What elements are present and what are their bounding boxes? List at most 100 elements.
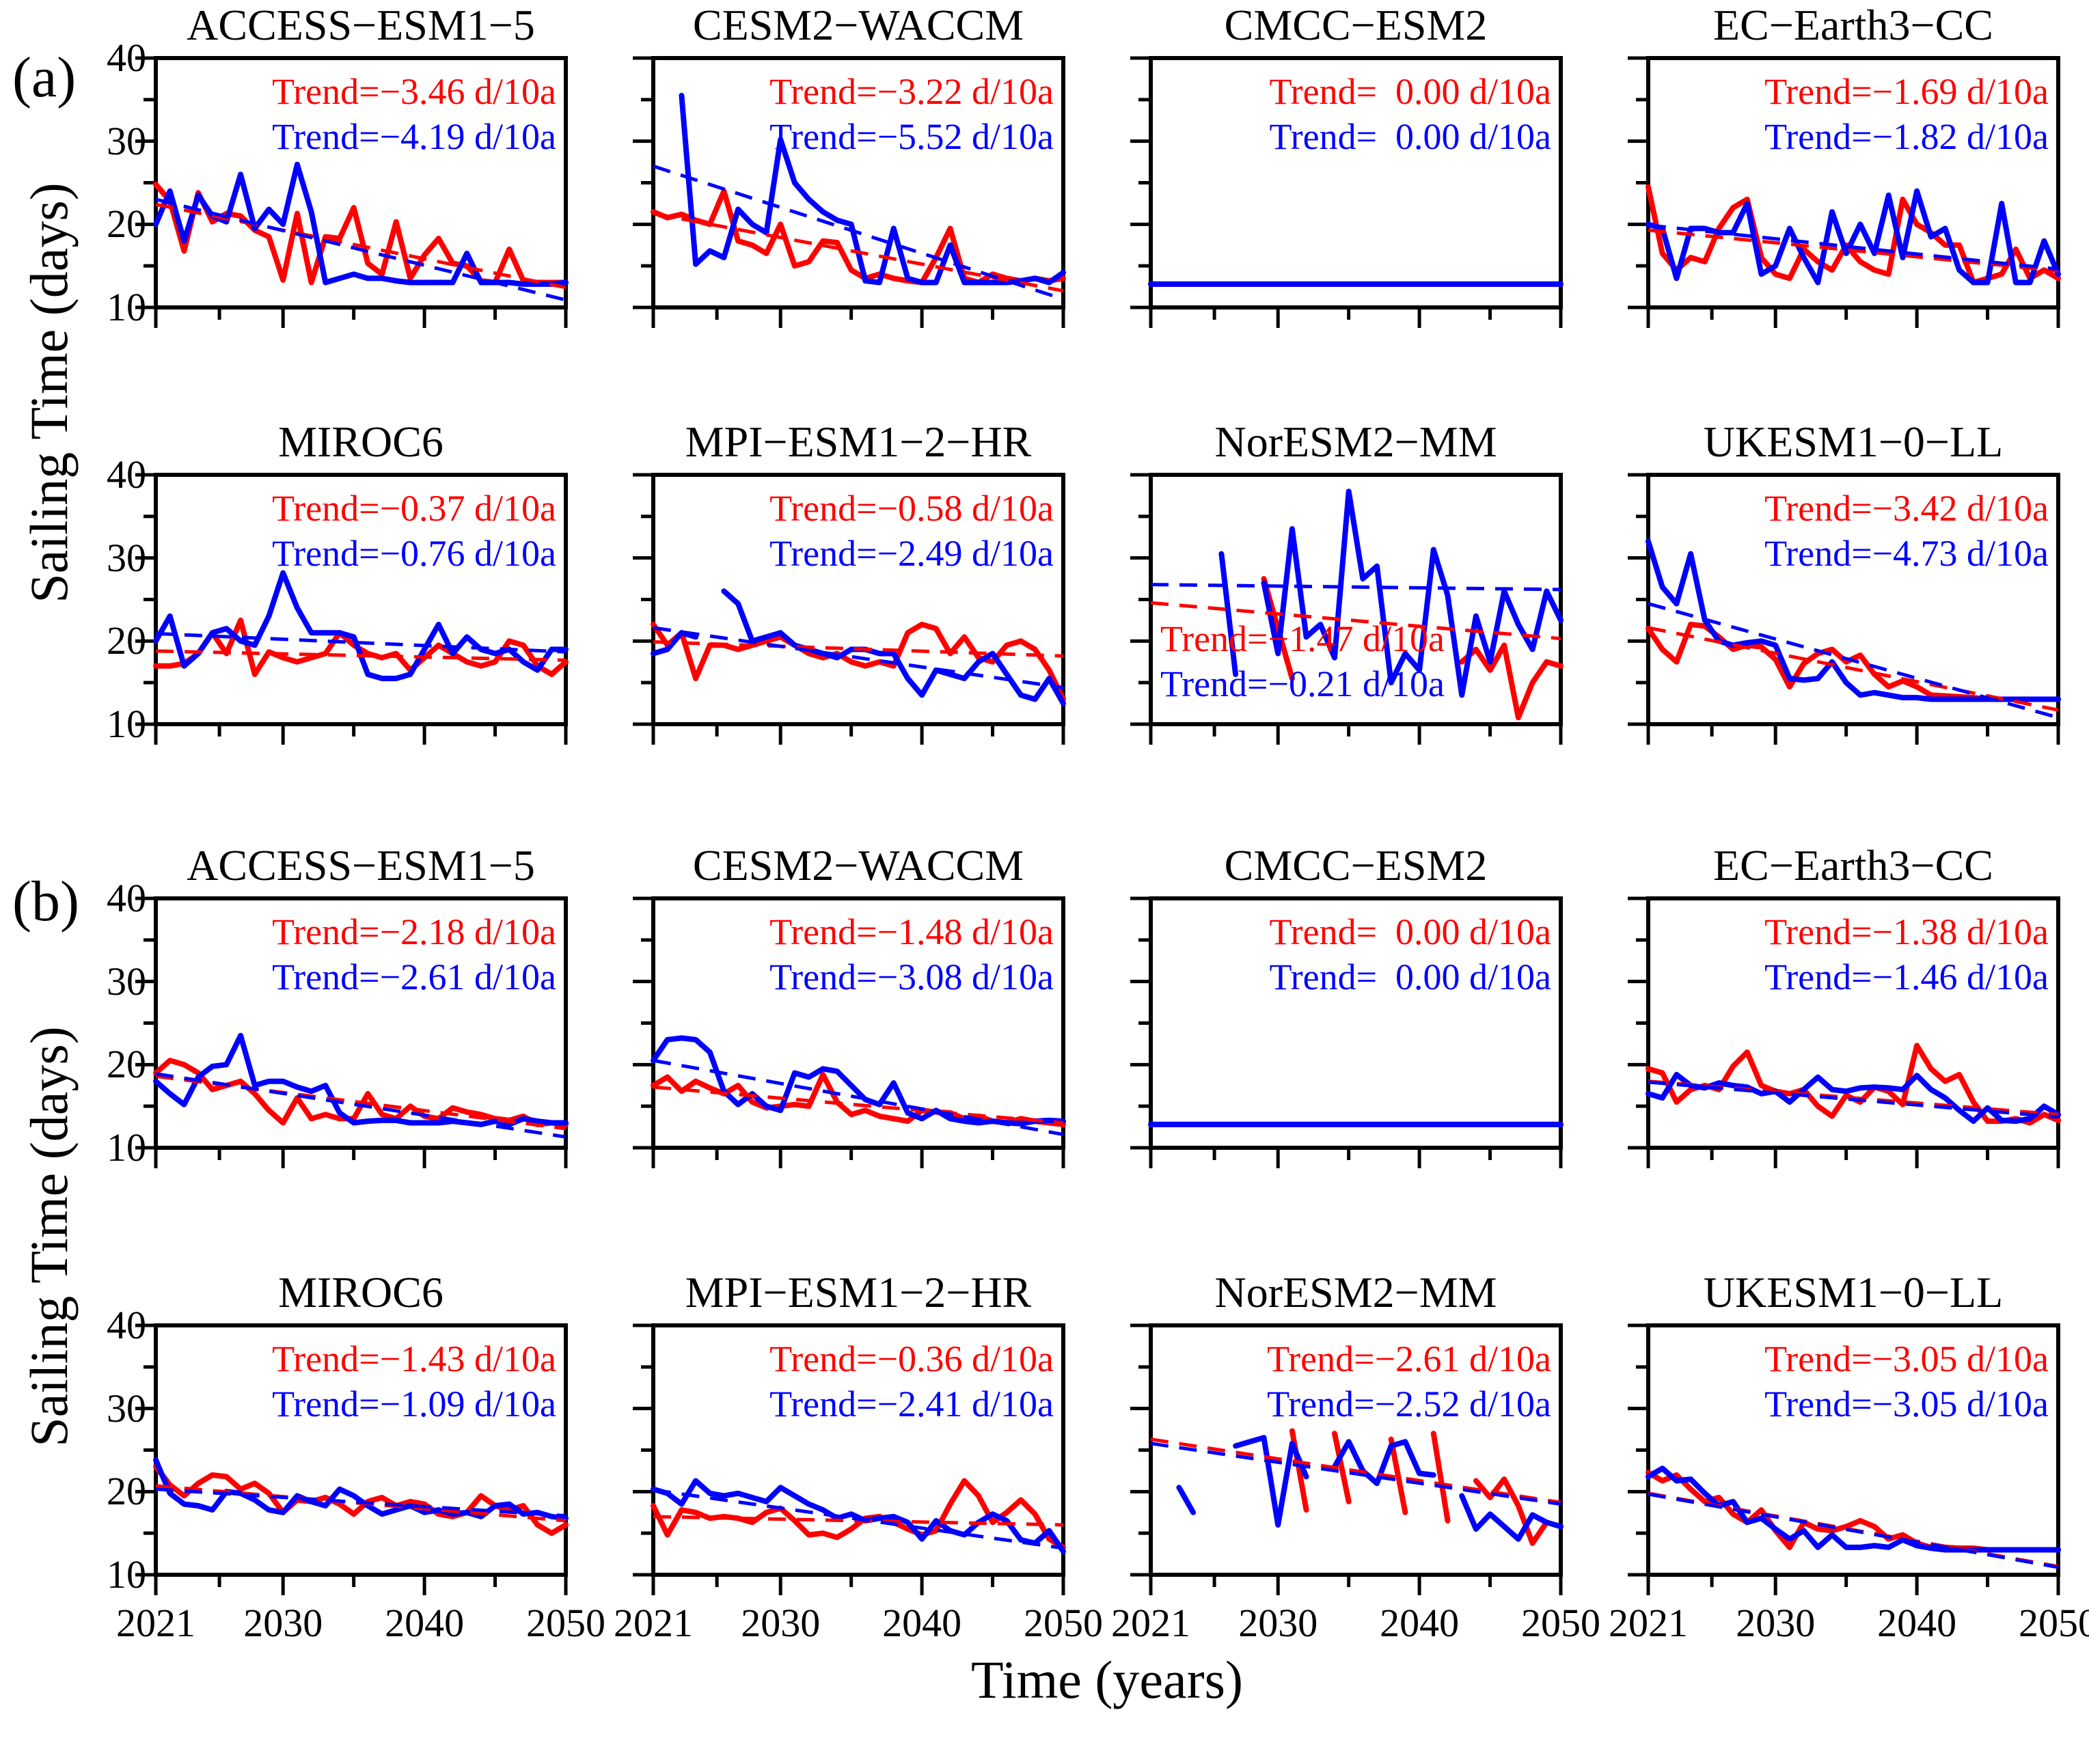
y-tick-label-20: 20 [107,618,146,663]
red-series-line [153,1058,569,1127]
blue-trend-line [1648,1080,2059,1119]
plot-panel-a-ec-earth3-cc [1628,56,2061,328]
blue-trend-line [155,197,566,302]
trend-red-label-panel-a-ec-earth3-cc: Trend=−1.69 d/10a [1764,71,2049,112]
x-tick-label-2050: 2050 [1024,1601,1103,1645]
red-series-line [651,188,1066,286]
red-trend-line [155,202,566,290]
trend-red-label-panel-b-ec-earth3-cc: Trend=−1.38 d/10a [1764,911,2049,952]
trend-blue-label-panel-b-access-esm1-5: Trend=−2.61 d/10a [272,956,556,997]
axis-ticks [135,473,568,745]
trend-blue-label-panel-a-access-esm1-5: Trend=−4.19 d/10a [272,116,556,157]
x-tick-label-2021: 2021 [1609,1601,1688,1645]
x-axis-label: Time (years) [971,1650,1243,1709]
subplot-title-panel-b-access-esm1-5: ACCESS−ESM1−5 [187,841,535,890]
blue-trend-line [1648,602,2059,719]
plot-panel-b-cmcc-esm2 [1130,896,1564,1168]
axis-ticks [1130,56,1563,328]
blue-series-line [1646,1465,2061,1553]
y-tick-label-10: 10 [107,1125,146,1170]
blue-series-line [651,588,1066,706]
trend-red-label-panel-a-cmcc-esm2: Trend= 0.00 d/10a [1269,71,1551,112]
plot-panel-a-mpi-esm1-2-hr [633,473,1066,745]
trend-red-label-panel-b-noresm2-mm: Trend=−2.61 d/10a [1267,1338,1551,1379]
axis-ticks [633,896,1065,1168]
trend-red-label-panel-a-miroc6: Trend=−0.37 d/10a [272,488,556,529]
subplot-title-panel-a-cmcc-esm2: CMCC−ESM2 [1224,1,1488,49]
plot-panel-a-ukesm1-0-ll [1628,473,2061,745]
blue-trend-line [1648,1492,2059,1569]
blue-trend-line [155,1072,566,1139]
trend-blue-label-panel-a-noresm2-mm: Trend=−0.21 d/10a [1160,663,1445,704]
axis-ticks [633,1323,1065,1595]
axis-ticks [135,896,568,1168]
blue-series-line [1176,1435,1564,1542]
trend-red-label-panel-b-cmcc-esm2: Trend= 0.00 d/10a [1269,911,1551,952]
trend-red-label-panel-b-access-esm1-5: Trend=−2.18 d/10a [272,911,556,952]
trend-red-label-panel-a-cesm2-waccm: Trend=−3.22 d/10a [769,71,1054,112]
subplot-title-panel-b-ukesm1-0-ll: UKESM1−0−LL [1703,1268,2004,1317]
trend-blue-label-panel-a-mpi-esm1-2-hr: Trend=−2.49 d/10a [769,533,1054,574]
y-tick-label-10: 10 [107,702,146,746]
subplot-title-panel-a-noresm2-mm: NorESM2−MM [1214,417,1497,466]
red-trend-line [155,649,566,662]
trend-red-label-panel-b-miroc6: Trend=−1.43 d/10a [272,1338,556,1379]
subplot-title-panel-a-cesm2-waccm: CESM2−WACCM [692,1,1024,49]
trend-red-label-panel-a-mpi-esm1-2-hr: Trend=−0.58 d/10a [769,488,1054,529]
plot-panel-b-miroc6 [135,1323,569,1595]
panel-a-label: (a) [12,46,77,109]
blue-trend-line [1150,583,1561,592]
y-tick-label-30: 30 [107,959,146,1004]
blue-trend-line [653,626,1064,689]
subplot-title-panel-a-ukesm1-0-ll: UKESM1−0−LL [1703,417,2004,466]
y-tick-label-40: 40 [107,876,146,920]
plot-panel-b-ec-earth3-cc [1628,896,2061,1168]
subplot-title-panel-a-ec-earth3-cc: EC−Earth3−CC [1713,1,1993,49]
subplot-title-panel-b-mpi-esm1-2-hr: MPI−ESM1−2−HR [685,1268,1032,1317]
trend-blue-label-panel-b-noresm2-mm: Trend=−2.52 d/10a [1267,1383,1551,1424]
plot-panel-b-cesm2-waccm [633,896,1066,1168]
y-tick-label-20: 20 [107,1042,146,1087]
trend-blue-label-panel-b-mpi-esm1-2-hr: Trend=−2.41 d/10a [769,1383,1054,1424]
axis-ticks [1628,896,2060,1168]
plot-panel-b-mpi-esm1-2-hr [633,1323,1066,1595]
plot-panel-a-cmcc-esm2 [1130,56,1564,328]
trend-blue-label-panel-b-cmcc-esm2: Trend= 0.00 d/10a [1269,956,1551,997]
blue-trend-line [653,1488,1064,1550]
x-tick-label-2050: 2050 [2019,1601,2089,1645]
subplot-title-panel-a-access-esm1-5: ACCESS−ESM1−5 [187,1,535,49]
trend-red-label-panel-b-mpi-esm1-2-hr: Trend=−0.36 d/10a [769,1338,1054,1379]
plot-panel-a-noresm2-mm [1130,473,1564,745]
x-tick-label-2030: 2030 [1238,1601,1318,1645]
subplot-title-panel-a-miroc6: MIROC6 [278,417,443,466]
y-tick-label-40: 40 [107,36,146,80]
blue-trend-line [155,631,566,654]
y-tick-label-20: 20 [107,202,146,247]
red-series-line [153,617,569,677]
y-tick-label-20: 20 [107,1469,146,1514]
red-series-line [651,1478,1066,1550]
trend-blue-label-panel-a-ukesm1-0-ll: Trend=−4.73 d/10a [1764,533,2049,574]
trend-red-label-panel-b-ukesm1-0-ll: Trend=−3.05 d/10a [1764,1338,2049,1379]
trend-blue-label-panel-a-cesm2-waccm: Trend=−5.52 d/10a [769,116,1054,157]
x-tick-label-2030: 2030 [1736,1601,1816,1645]
trend-blue-label-panel-b-ukesm1-0-ll: Trend=−3.05 d/10a [1764,1383,2049,1424]
y-tick-label-40: 40 [107,1303,146,1347]
trend-blue-label-panel-a-ec-earth3-cc: Trend=−1.82 d/10a [1764,116,2049,157]
axis-ticks [135,56,568,328]
subplot-title-panel-b-cesm2-waccm: CESM2−WACCM [692,841,1024,890]
trend-blue-label-panel-b-miroc6: Trend=−1.09 d/10a [272,1383,556,1424]
plot-panel-a-access-esm1-5 [135,56,569,328]
blue-trend-line [1648,223,2059,271]
subplot-title-panel-b-miroc6: MIROC6 [278,1268,443,1317]
trend-blue-label-panel-b-ec-earth3-cc: Trend=−1.46 d/10a [1764,956,2049,997]
blue-trend-line [155,1487,566,1518]
x-tick-label-2040: 2040 [882,1601,962,1645]
x-tick-label-2021: 2021 [614,1601,693,1645]
red-trend-line [1648,228,2059,273]
blue-series-line [1218,488,1564,698]
y-tick-label-30: 30 [107,118,146,163]
axis-ticks [1628,56,2060,328]
x-tick-label-2040: 2040 [1380,1601,1460,1645]
